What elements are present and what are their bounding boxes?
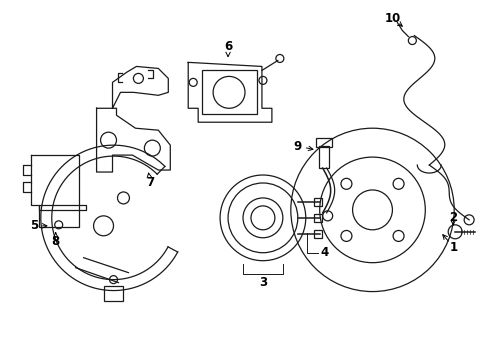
Text: 10: 10 — [384, 12, 400, 25]
Text: 2: 2 — [448, 211, 456, 224]
Bar — [313, 230, 321, 238]
Text: 5: 5 — [30, 219, 38, 232]
Bar — [315, 138, 331, 147]
Text: 8: 8 — [52, 235, 60, 248]
Text: 9: 9 — [293, 140, 301, 153]
Bar — [318, 146, 328, 168]
Text: 1: 1 — [449, 241, 457, 254]
Text: 7: 7 — [146, 176, 154, 189]
Text: 6: 6 — [224, 40, 232, 53]
Bar — [39, 205, 79, 227]
Bar — [103, 285, 123, 301]
Text: 4: 4 — [320, 246, 328, 259]
Bar — [313, 198, 321, 206]
Bar — [313, 214, 321, 222]
Text: 3: 3 — [258, 276, 266, 289]
Bar — [202, 71, 256, 114]
